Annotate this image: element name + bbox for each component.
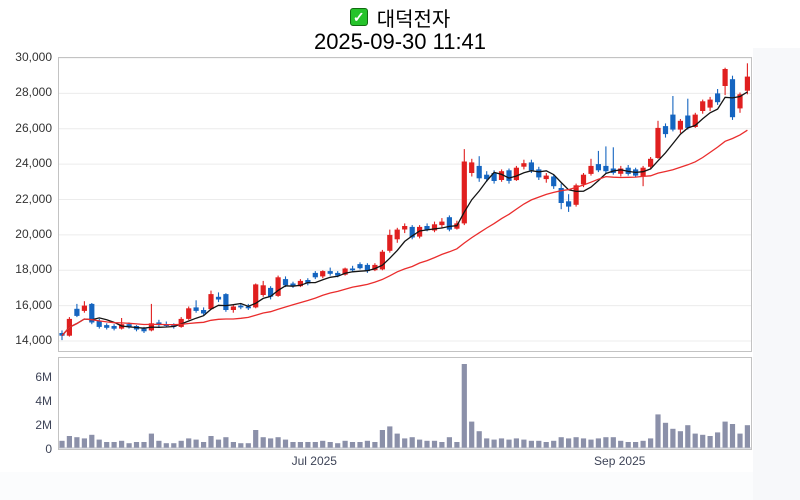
volume-tick-label: 6M xyxy=(35,370,52,384)
volume-tick-label: 4M xyxy=(35,394,52,408)
price-tick-label: 26,000 xyxy=(15,120,52,135)
volume-bars-chart[interactable] xyxy=(59,358,751,449)
chart-header: ✓ 대덕전자 xyxy=(0,5,800,31)
price-tick-label: 16,000 xyxy=(15,297,52,312)
price-tick-label: 18,000 xyxy=(15,262,52,277)
chart-timestamp: 2025-09-30 11:41 xyxy=(313,29,487,54)
price-tick-label: 28,000 xyxy=(15,85,52,100)
price-tick-label: 14,000 xyxy=(15,333,52,347)
price-tick-label: 30,000 xyxy=(15,50,52,64)
price-chart-panel[interactable] xyxy=(58,57,752,352)
candlestick-chart[interactable] xyxy=(59,58,751,351)
page-right-margin xyxy=(753,48,800,500)
price-tick-label: 24,000 xyxy=(15,156,52,171)
stock-name-title: 대덕전자 xyxy=(376,8,451,31)
checkbox-checked-icon[interactable]: ✓ xyxy=(349,8,368,26)
date-tick-label: Jul 2025 xyxy=(291,454,337,468)
price-tick-label: 22,000 xyxy=(15,191,52,206)
price-tick-label: 20,000 xyxy=(15,226,52,241)
volume-tick-label: 0 xyxy=(45,442,52,456)
date-tick-label: Sep 2025 xyxy=(594,454,646,468)
volume-chart-panel[interactable] xyxy=(58,357,752,450)
page-bottom-margin xyxy=(0,472,753,500)
volume-tick-label: 2M xyxy=(35,418,52,432)
